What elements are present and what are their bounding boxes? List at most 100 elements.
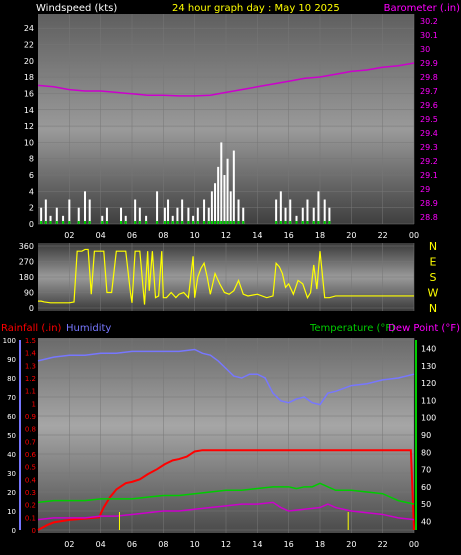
windspeed-bar — [242, 207, 245, 224]
windspeed-bar — [223, 175, 226, 224]
windspeed-bar — [55, 207, 58, 224]
wind-base-mark — [207, 221, 210, 224]
compass-label: N — [429, 302, 437, 315]
dewpoint-line — [37, 501, 415, 521]
dewpoint-axis-title: Dew Point (°F) — [388, 323, 460, 334]
x-tick-label-top: 02 — [64, 231, 74, 240]
x-tick-label-top: 18 — [315, 231, 325, 240]
windspeed-bar — [203, 199, 206, 224]
rainfall-tick-label: 0.6 — [25, 451, 37, 459]
x-tick-label-top: 10 — [190, 231, 200, 240]
barometer-tick-label: 29.4 — [420, 129, 438, 138]
wind-base-mark — [312, 221, 315, 224]
wind-base-mark — [306, 221, 309, 224]
barometer-tick-label: 29.2 — [420, 157, 438, 166]
windspeed-bar — [220, 142, 223, 224]
windspeed-bar — [312, 207, 315, 224]
wind-base-mark — [284, 221, 287, 224]
barometer-tick-label: 29.6 — [420, 101, 438, 110]
wind-base-mark — [226, 221, 229, 224]
temperature-tick-label: 90 — [421, 431, 431, 440]
wind-base-mark — [49, 221, 52, 224]
wind-base-mark — [196, 221, 199, 224]
windspeed-bar — [207, 207, 210, 224]
wind-base-mark — [167, 221, 170, 224]
rainfall-tick-label: 0.2 — [25, 502, 36, 510]
wind-tick-label: 22 — [24, 40, 34, 49]
windspeed-bar — [49, 215, 52, 224]
temperature-line — [37, 482, 415, 505]
wind-base-mark — [232, 221, 235, 224]
wind-tick-label: 20 — [24, 57, 34, 66]
humidity-tick-label: 20 — [7, 489, 16, 497]
windspeed-bar — [210, 191, 213, 224]
x-tick-label-top: 08 — [158, 231, 168, 240]
windspeed-bar — [88, 199, 91, 224]
windspeed-bar — [229, 191, 232, 224]
temperature-tick-label: 60 — [421, 483, 431, 492]
windspeed-bar — [214, 183, 217, 224]
wind-tick-label: 14 — [24, 106, 34, 115]
x-tick-label-bottom: 22 — [378, 540, 388, 549]
compass-label: S — [430, 271, 437, 284]
humidity-tick-label: 30 — [7, 470, 16, 478]
x-tick-label-top: 22 — [378, 231, 388, 240]
windspeed-bar — [196, 207, 199, 224]
x-tick-label-top: 04 — [96, 231, 106, 240]
temperature-tick-label: 40 — [421, 517, 431, 526]
rainfall-tick-label: 0.5 — [25, 464, 36, 472]
wind-base-mark — [317, 221, 320, 224]
temperature-tick-label: 80 — [421, 448, 431, 457]
windspeed-bar — [124, 215, 127, 224]
humidity-tick-label: 70 — [7, 394, 16, 402]
wind-base-mark — [101, 221, 104, 224]
wind-base-mark — [181, 221, 184, 224]
x-tick-label-bottom: 16 — [284, 540, 294, 549]
wind-base-mark — [217, 221, 220, 224]
wind-base-mark — [192, 221, 195, 224]
rainfall-tick-label: 0.9 — [25, 413, 36, 421]
wind-tick-label: 8 — [29, 155, 34, 164]
rainfall-tick-label: 1.4 — [25, 350, 37, 358]
barometer-tick-label: 30.2 — [420, 17, 438, 26]
temperature-tick-label: 70 — [421, 466, 431, 475]
barometer-tick-label: 29.7 — [420, 87, 438, 96]
windspeed-bar — [163, 207, 166, 224]
wind-base-mark — [203, 221, 206, 224]
humidity-tick-label: 40 — [7, 451, 16, 459]
wind-base-mark — [105, 221, 108, 224]
wind-base-mark — [275, 221, 278, 224]
x-tick-label-bottom: 18 — [315, 540, 325, 549]
windspeed-bar — [68, 199, 71, 224]
windspeed-bar — [192, 215, 195, 224]
wind-tick-label: 6 — [29, 171, 34, 180]
rainfall-tick-label: 1 — [32, 400, 36, 408]
windspeed-bar — [284, 207, 287, 224]
compass-label: N — [429, 240, 437, 253]
windspeed-bar — [295, 215, 298, 224]
barometer-line — [37, 62, 415, 97]
windspeed-bar — [77, 207, 80, 224]
wind-tick-label: 16 — [24, 89, 34, 98]
direction-tick-label: 270 — [19, 258, 34, 267]
wind-base-mark — [223, 221, 226, 224]
windspeed-bar — [176, 207, 179, 224]
wind-tick-label: 24 — [24, 24, 34, 33]
wind-base-mark — [134, 221, 137, 224]
barometer-tick-label: 28.8 — [420, 213, 438, 222]
wind-base-mark — [124, 221, 127, 224]
chart-title: 24 hour graph day : May 10 2025 — [172, 3, 340, 14]
windspeed-bar — [101, 215, 104, 224]
humidity-tick-label: 60 — [7, 413, 16, 421]
x-tick-label-bottom: 12 — [221, 540, 231, 549]
wind-base-mark — [279, 221, 282, 224]
humidity-tick-label: 80 — [7, 375, 16, 383]
rainfall-tick-label: 0 — [32, 527, 36, 535]
temperature-tick-label: 110 — [421, 396, 436, 405]
rainfall-tick-label: 0.8 — [25, 426, 36, 434]
rainfall-axis-title: Rainfall (.in) — [1, 323, 62, 334]
x-tick-label-bottom: 14 — [252, 540, 262, 549]
barometer-tick-label: 29.8 — [420, 73, 438, 82]
rainfall-tick-label: 1.3 — [25, 362, 36, 370]
wind-tick-label: 10 — [24, 138, 34, 147]
